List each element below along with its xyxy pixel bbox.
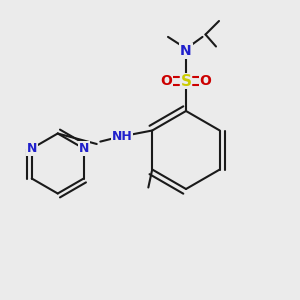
Text: N: N <box>180 44 192 58</box>
Text: S: S <box>181 74 191 88</box>
Text: NH: NH <box>112 130 133 143</box>
Text: N: N <box>79 142 89 155</box>
Text: N: N <box>27 142 37 155</box>
Text: O: O <box>160 74 172 88</box>
Text: O: O <box>200 74 211 88</box>
